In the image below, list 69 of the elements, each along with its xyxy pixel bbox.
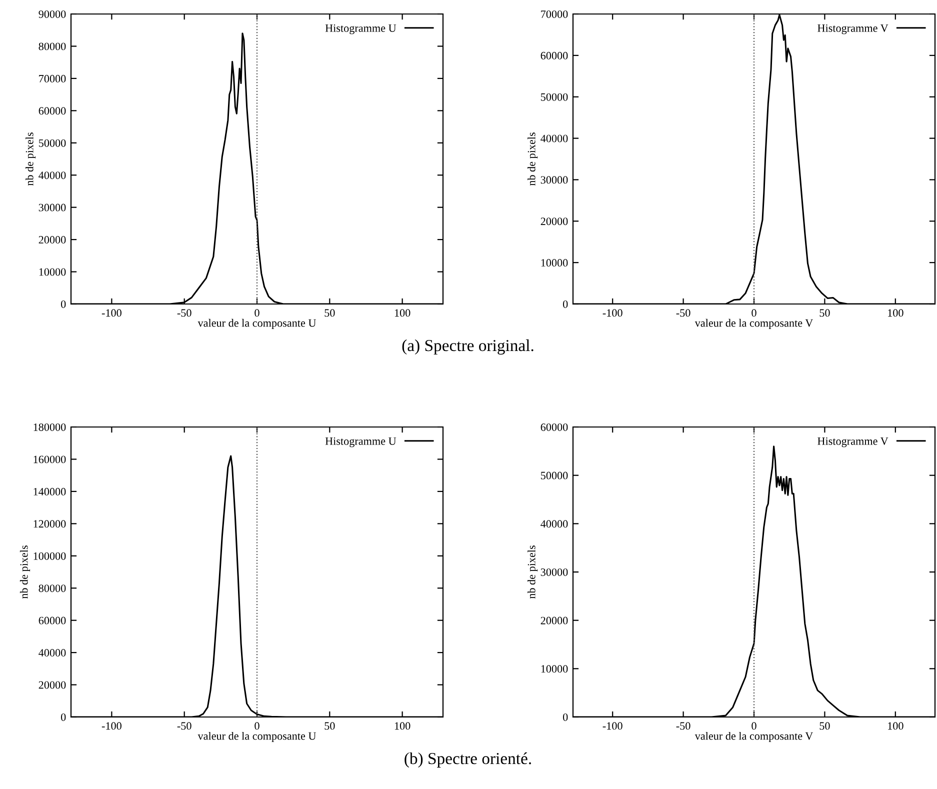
y-tick-label: 50000	[541, 472, 568, 480]
x-tick-label: 100	[888, 309, 904, 317]
y-tick-label: 40000	[38, 649, 66, 657]
y-tick-label: 20000	[540, 616, 568, 624]
y-tick-label: 60000	[540, 52, 568, 60]
y-tick-label: 60000	[540, 423, 568, 431]
x-tick-label: -50	[177, 309, 192, 317]
x-tick-label: -50	[676, 722, 690, 730]
y-tick-label: 40000	[540, 520, 568, 528]
x-tick-label: 50	[820, 722, 830, 730]
x-tick-label: -100	[102, 309, 122, 317]
text: (b) Spectre orienté.	[404, 752, 531, 768]
y-tick-label: 60000	[38, 107, 66, 115]
text: (a) Spectre original.	[402, 339, 534, 355]
x-axis-title: valeur de la composante U	[198, 318, 316, 330]
y-tick-label: 20000	[38, 236, 66, 244]
y-tick-label: 30000	[38, 204, 66, 212]
y-tick-label: 0	[563, 300, 568, 308]
x-tick-label: 100	[888, 722, 904, 730]
y-tick-label: 60000	[38, 616, 66, 624]
x-tick-label: 50	[324, 722, 335, 730]
y-tick-label: 0	[61, 713, 66, 721]
y-tick-label: 80000	[38, 584, 66, 592]
x-tick-label: -100	[102, 722, 122, 730]
y-tick-label: 10000	[541, 665, 568, 673]
y-tick-label: 100000	[34, 552, 66, 560]
legend-label: Histogramme U	[325, 24, 396, 34]
x-tick-label: -50	[177, 722, 192, 730]
x-tick-label: -50	[676, 309, 690, 317]
y-tick-label: 20000	[38, 681, 66, 689]
y-tick-label: 180000	[34, 423, 66, 431]
x-tick-label: 50	[820, 309, 830, 317]
y-tick-label: 140000	[34, 488, 66, 496]
legend-label: Histogramme V	[818, 24, 888, 34]
y-tick-label: 160000	[34, 456, 66, 464]
y-tick-label: 10000	[39, 268, 66, 276]
x-axis-title: valeur de la composante V	[694, 732, 814, 742]
x-axis-title: valeur de la composante V	[694, 318, 814, 330]
y-tick-label: 50000	[39, 139, 66, 147]
x-tick-label: 100	[394, 309, 410, 317]
x-tick-label: -100	[602, 309, 622, 317]
y-axis-title: nb de pixels	[528, 546, 538, 599]
legend-label: Histogramme U	[325, 437, 396, 448]
y-tick-label: 30000	[540, 176, 568, 184]
y-tick-label: 70000	[541, 10, 568, 18]
y-tick-label: 20000	[540, 218, 568, 226]
x-tick-label: 0	[752, 722, 756, 730]
y-axis-title: nb de pixels	[20, 546, 30, 599]
x-tick-label: 0	[254, 722, 260, 730]
y-tick-label: 0	[563, 713, 568, 721]
y-axis-title: nb de pixels	[26, 132, 36, 186]
y-tick-label: 70000	[39, 74, 66, 82]
x-tick-label: -100	[602, 722, 622, 730]
y-tick-label: 30000	[540, 568, 568, 576]
x-tick-label: 0	[254, 309, 260, 317]
y-axis-title: nb de pixels	[528, 132, 538, 186]
y-tick-label: 40000	[540, 134, 568, 142]
x-tick-label: 50	[324, 309, 335, 317]
y-tick-label: 120000	[34, 520, 66, 528]
y-tick-label: 10000	[541, 259, 568, 267]
y-tick-label: 90000	[38, 10, 66, 18]
y-tick-label: 0	[61, 300, 66, 308]
y-tick-label: 40000	[38, 172, 66, 180]
x-tick-label: 0	[752, 309, 756, 317]
y-tick-label: 50000	[541, 93, 568, 101]
y-tick-label: 80000	[38, 42, 66, 50]
x-tick-label: 100	[394, 722, 410, 730]
legend-label: Histogramme V	[818, 437, 888, 448]
x-axis-title: valeur de la composante U	[198, 732, 316, 742]
